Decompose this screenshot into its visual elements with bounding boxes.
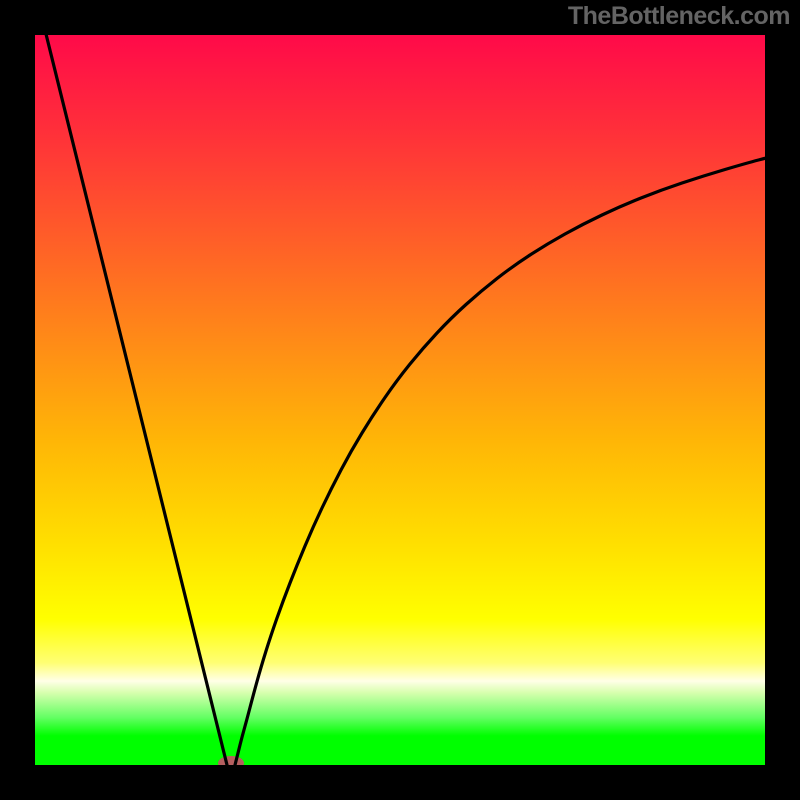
watermark-text: TheBottleneck.com — [568, 2, 790, 31]
bottleneck-plot — [35, 35, 765, 765]
gradient-background — [35, 35, 765, 765]
chart-frame: TheBottleneck.com — [0, 0, 800, 800]
